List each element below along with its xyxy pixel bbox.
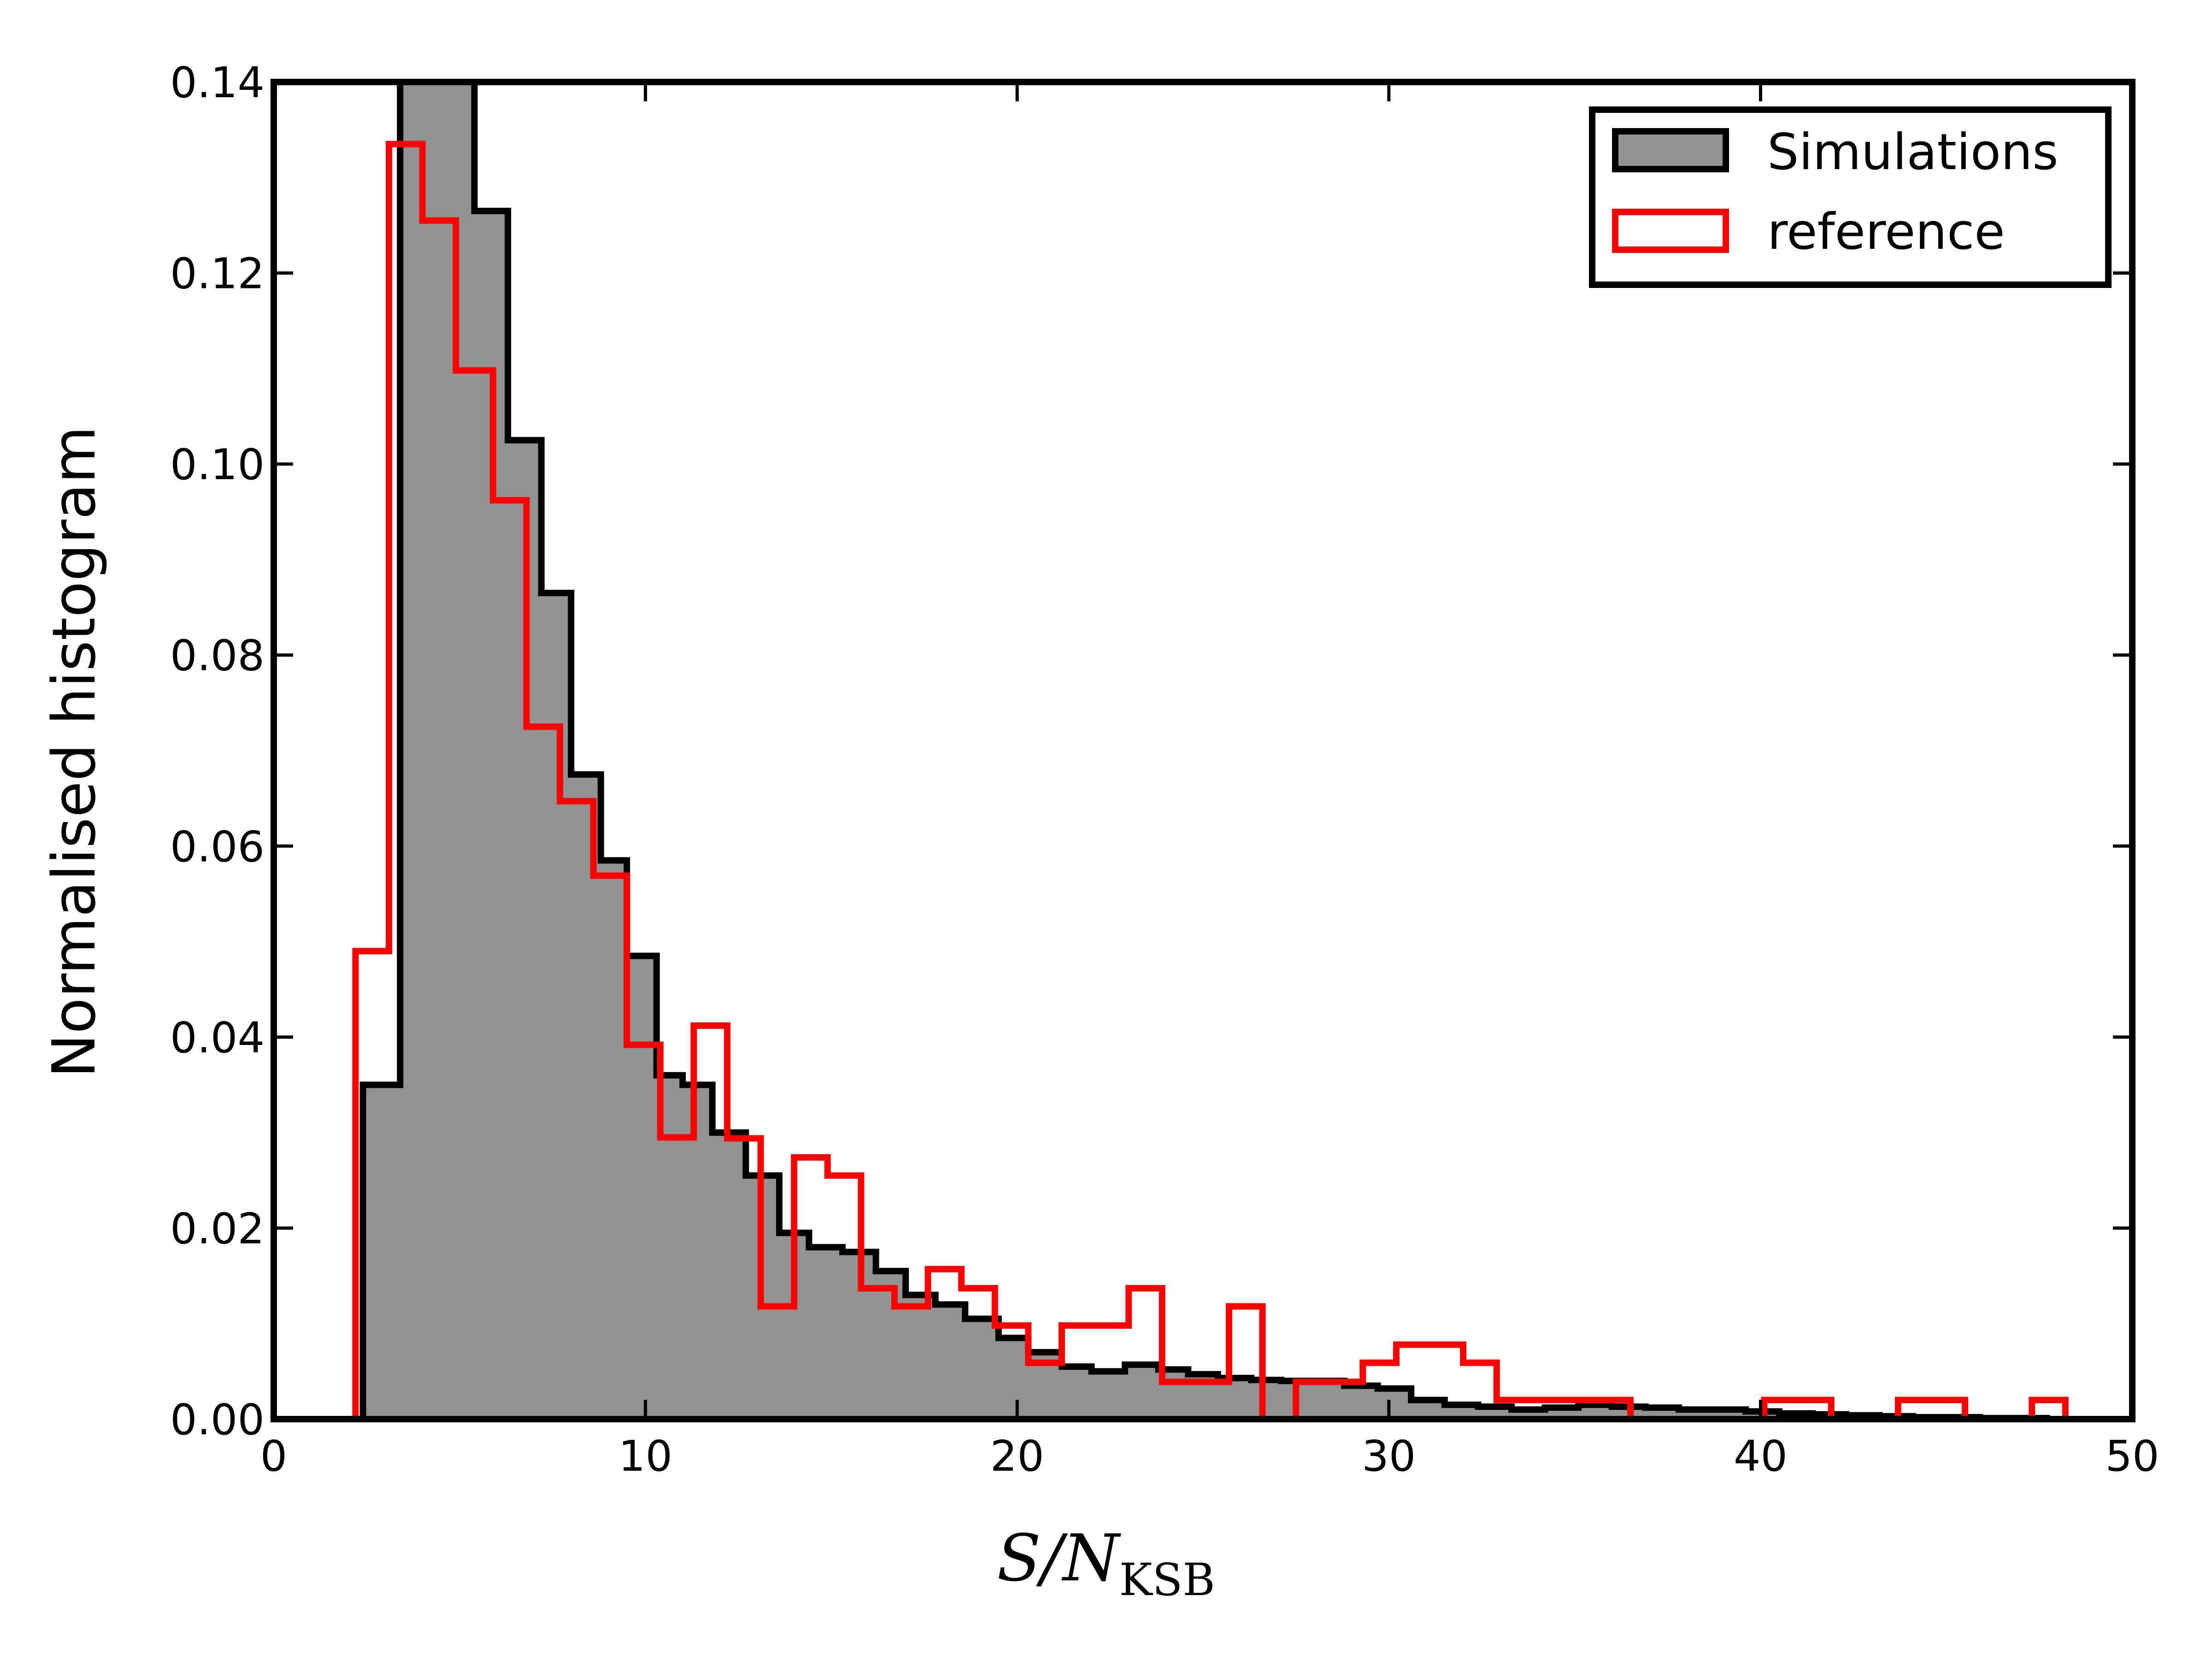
x-tick-label-5: 50 [2105,1432,2159,1481]
x-tick-label-2: 20 [990,1432,1044,1481]
bar-simulations-28 [1251,1380,1282,1419]
bar-simulations-14 [809,1247,843,1419]
bar-simulations-1 [400,82,438,1419]
x-tick-label-4: 40 [1734,1432,1788,1481]
legend-label-reference: reference [1767,203,2005,261]
y-tick-label-3: 0.06 [170,822,265,871]
plot-frame [271,79,2136,1422]
bar-simulations-5 [541,593,571,1419]
bar-simulations-22 [1061,1366,1092,1419]
y-tick-label-1: 0.02 [170,1204,265,1253]
y-tick-label-2: 0.04 [170,1013,265,1062]
x-tick-label-3: 30 [1362,1432,1416,1481]
legend-swatch-simulations [1612,128,1729,172]
bar-simulations-18 [935,1304,965,1419]
bar-simulations-7 [600,860,627,1419]
bar-simulations-24 [1125,1364,1159,1419]
bar-simulations-30 [1314,1381,1345,1419]
y-axis-label: Normalised histogram [40,426,109,1078]
axes: 0 10 20 30 40 50 0.00 0.02 0.04 0.06 0.08 0.10 0.12 0… [170,58,2159,1481]
y-tick-label-6: 0.12 [170,249,265,299]
bar-simulations-31 [1344,1385,1378,1419]
bar-simulations-17 [906,1295,936,1419]
x-axis-label-subscript: KSB [1119,1554,1215,1606]
y-tick-label-5: 0.10 [170,440,265,489]
x-axis-label-main: S/N [997,1521,1121,1596]
bar-simulations-8 [627,956,657,1419]
legend-swatch-reference [1612,209,1729,253]
bar-simulations-6 [571,774,601,1419]
y-tick-label-7: 0.14 [170,58,265,107]
bar-simulations-11 [712,1133,746,1419]
bar-simulations-20 [998,1338,1029,1419]
legend-label-simulations: Simulations [1767,123,2059,181]
bar-simulations-16 [876,1271,906,1419]
x-tick-label-1: 10 [618,1432,672,1481]
bar-simulations-0 [363,1085,400,1419]
bar-simulations-32 [1377,1388,1412,1419]
y-tick-label-0: 0.00 [170,1395,265,1444]
x-axis-label: S/NKSB [997,1521,1215,1606]
legend: Simulations reference [1589,106,2112,288]
bar-simulations-23 [1091,1371,1125,1419]
y-tick-label-4: 0.08 [170,631,265,681]
bar-simulations-19 [965,1319,999,1419]
x-tick-label-0: 0 [260,1432,288,1481]
